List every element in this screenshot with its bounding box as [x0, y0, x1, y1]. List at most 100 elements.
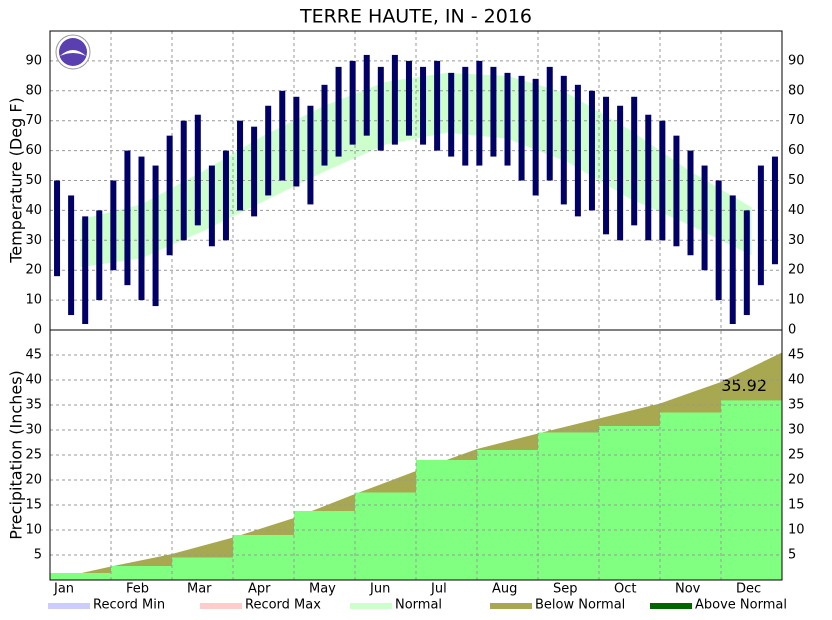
temp-range	[110, 180, 117, 271]
temp-range	[476, 60, 483, 166]
y-tick-label: 30	[25, 423, 42, 438]
temp-range	[293, 96, 300, 187]
y-axis-title: Precipitation (Inches)	[7, 370, 26, 540]
temp-range	[701, 165, 708, 271]
y2-tick-label: 25	[788, 448, 805, 463]
temp-range	[729, 195, 736, 325]
y-tick-label: 60	[25, 143, 42, 158]
temp-range	[771, 156, 778, 265]
legend-label: Above Normal	[695, 598, 787, 613]
y2-tick-label: 35	[788, 398, 805, 413]
temp-range	[490, 66, 497, 157]
y2-tick-label: 40	[788, 203, 805, 218]
temp-range	[152, 165, 159, 307]
temp-range	[518, 75, 525, 181]
temp-range	[715, 180, 722, 301]
legend-swatch	[200, 603, 242, 609]
actual-precip	[660, 412, 722, 580]
temp-range	[420, 66, 427, 145]
temp-range	[54, 180, 61, 277]
y-tick-label: 10	[25, 523, 42, 538]
y2-tick-label: 20	[788, 263, 805, 278]
temp-range	[180, 120, 187, 241]
x-tick-label: Oct	[614, 582, 636, 597]
y2-tick-label: 0	[788, 323, 796, 338]
temp-range	[377, 66, 384, 151]
temp-range	[124, 150, 131, 286]
legend-label: Below Normal	[535, 598, 625, 613]
temp-range	[265, 105, 272, 196]
x-tick-label: Feb	[126, 582, 149, 597]
y-axis-title: Temperature (Deg F)	[7, 97, 26, 264]
y2-tick-label: 70	[788, 113, 805, 128]
actual-precip	[50, 573, 112, 580]
y2-tick-label: 15	[788, 498, 805, 513]
actual-precip	[721, 400, 783, 580]
x-tick-label: Mar	[187, 582, 212, 597]
temp-range	[349, 60, 356, 145]
temp-range	[532, 78, 539, 196]
y-tick-label: 45	[25, 348, 42, 363]
y2-tick-label: 40	[788, 373, 805, 388]
legend-swatch	[490, 603, 532, 609]
temp-range	[321, 84, 328, 166]
temp-range	[279, 90, 286, 181]
actual-precip	[233, 535, 295, 580]
legend-label: Record Min	[93, 598, 165, 613]
temp-range	[588, 90, 595, 211]
temp-range	[68, 195, 75, 316]
x-tick-label: Nov	[675, 582, 701, 597]
temp-range	[659, 120, 666, 241]
temp-range	[96, 210, 103, 301]
actual-precip	[477, 450, 539, 580]
temp-range	[251, 126, 258, 217]
y-tick-label: 10	[25, 293, 42, 308]
temp-range	[504, 72, 511, 166]
temp-range	[391, 54, 398, 145]
annotation: 35.92	[721, 376, 767, 395]
y-tick-label: 15	[25, 498, 42, 513]
temp-range	[363, 54, 370, 136]
plot: 35.92 0 0 10 10 20 20 30 30 40 40 50 50 60 60 70 70 80 80 9…	[25, 30, 805, 613]
y2-tick-label: 60	[788, 143, 805, 158]
legend-swatch	[650, 603, 692, 609]
x-tick-label: Jun	[369, 582, 390, 597]
temp-range	[237, 120, 244, 211]
actual-precip	[172, 557, 234, 580]
y-tick-label: 0	[34, 323, 42, 338]
y2-tick-label: 20	[788, 473, 805, 488]
temp-range	[335, 66, 342, 157]
temp-range	[673, 135, 680, 247]
y-tick-label: 50	[25, 173, 42, 188]
temp-range	[405, 60, 412, 136]
legend-swatch	[48, 603, 90, 609]
y2-tick-label: 30	[788, 423, 805, 438]
temp-range	[166, 135, 173, 256]
y-tick-label: 80	[25, 83, 42, 98]
temp-range	[448, 72, 455, 157]
temp-range	[617, 105, 624, 241]
y2-tick-label: 50	[788, 173, 805, 188]
temp-range	[434, 60, 441, 151]
temp-range	[222, 150, 229, 241]
x-tick-label: Jan	[53, 582, 74, 597]
x-tick-label: Aug	[492, 582, 517, 597]
y2-tick-label: 10	[788, 523, 805, 538]
temp-range	[645, 114, 652, 241]
temp-range	[307, 105, 314, 205]
normal-band	[80, 72, 752, 268]
y-tick-label: 90	[25, 53, 42, 68]
temp-range	[138, 156, 145, 301]
y-tick-label: 20	[25, 473, 42, 488]
temp-range	[82, 216, 89, 325]
y-tick-label: 30	[25, 233, 42, 248]
actual-precip	[599, 426, 661, 580]
y2-tick-label: 30	[788, 233, 805, 248]
temp-range	[757, 165, 764, 286]
temp-range	[687, 150, 694, 256]
legend-label: Record Max	[245, 598, 321, 613]
actual-precip	[355, 492, 417, 580]
y-tick-label: 25	[25, 448, 42, 463]
x-tick-label: Jul	[430, 582, 447, 597]
